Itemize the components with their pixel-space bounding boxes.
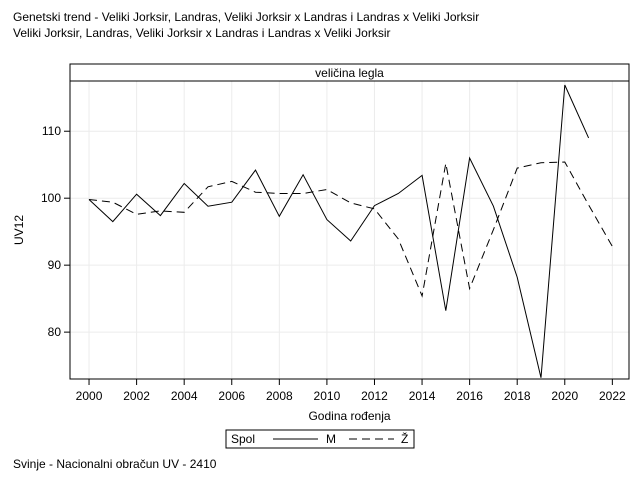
x-tick-label: 2020 [551, 389, 578, 403]
legend: Spol M Ž [225, 429, 415, 449]
panel-header-box [69, 63, 630, 82]
y-tick-label: 90 [48, 258, 62, 272]
chart-title-line-2: Veliki Jorksir, Landras, Veliki Jorksir … [13, 26, 391, 40]
x-axis-ticks: 2000 2002 2004 2006 2008 2010 2012 2014 2016 2018… [76, 379, 626, 403]
x-tick-label: 2016 [456, 389, 483, 403]
y-tick-label: 80 [48, 325, 62, 339]
x-tick-label: 2000 [76, 389, 103, 403]
legend-box [225, 429, 415, 449]
x-axis-label: Godina rođenja [308, 409, 390, 423]
legend-label-z: Ž [401, 431, 408, 446]
x-tick-label: 2006 [218, 389, 245, 403]
footnote: Svinje - Nacionalni obračun UV - 2410 [13, 457, 217, 471]
x-tick-label: 2012 [361, 389, 388, 403]
x-tick-label: 2002 [123, 389, 150, 403]
legend-label-m: M [326, 432, 336, 446]
x-tick-label: 2010 [314, 389, 341, 403]
panel-header: veličina legla [315, 66, 384, 80]
series-layer [88, 84, 613, 378]
x-tick-label: 2014 [409, 389, 436, 403]
y-axis-label: UV12 [12, 215, 26, 245]
series-line-z [88, 161, 613, 298]
x-tick-label: 2004 [171, 389, 198, 403]
x-tick-label: 2018 [504, 389, 531, 403]
x-tick-label: 2008 [266, 389, 293, 403]
x-tick-label: 2022 [599, 389, 626, 403]
y-tick-label: 100 [41, 191, 61, 205]
legend-title: Spol [231, 432, 255, 446]
y-axis-ticks: 80 90 100 110 [41, 124, 70, 339]
grid-lines [70, 81, 629, 379]
chart-title-line-1: Genetski trend - Veliki Jorksir, Landras… [13, 10, 480, 24]
y-tick-label: 110 [42, 124, 61, 138]
series-line-m [88, 84, 590, 378]
